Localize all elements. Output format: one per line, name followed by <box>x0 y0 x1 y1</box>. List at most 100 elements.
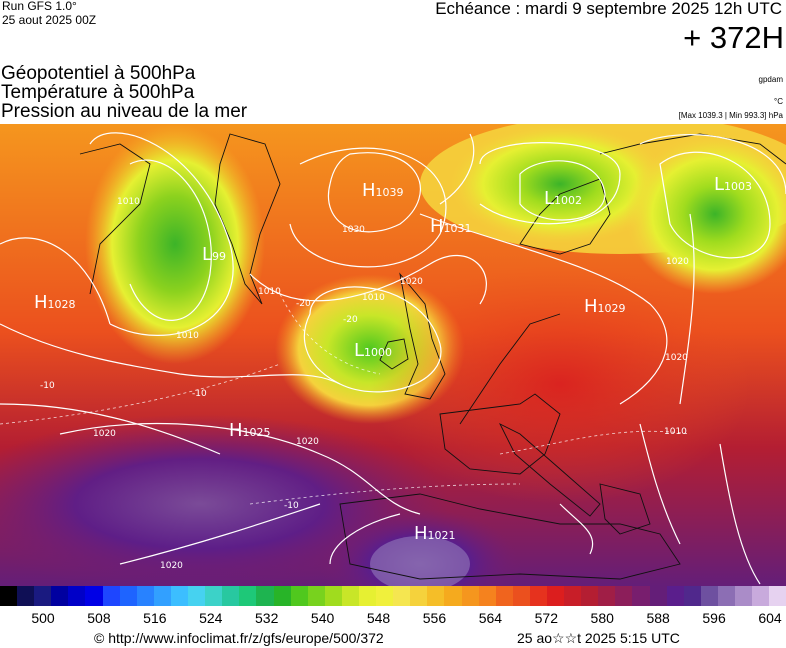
color-swatch <box>205 586 223 606</box>
color-swatch <box>717 586 736 606</box>
color-swatch <box>598 586 616 606</box>
pressure-range: [Max 1039.3 | Min 993.3] hPa <box>678 111 783 120</box>
system-value: 99 <box>212 250 226 263</box>
color-swatch <box>495 586 513 606</box>
title-temperature: Température à 500hPa <box>1 82 195 103</box>
color-swatch <box>632 586 650 606</box>
color-swatch <box>358 586 377 606</box>
color-swatch <box>307 586 325 606</box>
svg-text:L1000: L1000 <box>354 340 392 361</box>
color-swatch <box>427 586 445 606</box>
color-swatch <box>393 586 411 606</box>
contour-labels: 1010 1030 1020 1010 1010 1020 1020 1010 … <box>40 197 689 571</box>
contour-label: 1010 <box>664 427 687 437</box>
color-swatch <box>239 586 257 606</box>
system-letter: L <box>354 340 364 361</box>
pressure-systems: H1039 H1031 L1002 L1003 L99 H1028 H1029 … <box>34 174 752 544</box>
system-value: 1000 <box>364 346 392 359</box>
weather-map: H1039 H1031 L1002 L1003 L99 H1028 H1029 … <box>0 124 786 586</box>
system-letter: H <box>430 216 444 237</box>
color-swatch <box>700 586 718 606</box>
color-swatch <box>102 586 120 606</box>
color-swatch <box>615 586 633 606</box>
title-geopotential: Géopotentiel à 500hPa <box>1 63 196 84</box>
scale-tick-label: 516 <box>143 610 167 626</box>
generated-time: 25 ao☆☆t 2025 5:15 UTC <box>517 630 680 646</box>
color-swatch <box>649 586 667 606</box>
color-swatch <box>256 586 274 606</box>
scale-tick-label: 508 <box>87 610 111 626</box>
color-swatch <box>444 586 462 606</box>
scale-tick-label: 524 <box>199 610 223 626</box>
contour-label: 1020 <box>400 277 423 287</box>
color-swatch <box>51 586 69 606</box>
system-letter: L <box>544 188 554 209</box>
color-swatch <box>153 586 171 606</box>
run-label: Run GFS 1.0° <box>2 0 77 13</box>
contour-label: -20 <box>343 315 358 325</box>
contour-label: 1010 <box>258 287 281 297</box>
scale-tick-label: 532 <box>255 610 279 626</box>
contour-label: 1020 <box>296 437 319 447</box>
color-swatch <box>17 586 35 606</box>
contour-label: -10 <box>192 389 207 399</box>
system-value: 1002 <box>554 194 582 207</box>
color-scale-ticks: 500 508 516 524 532 540 548 556 564 572 580 588 596 6… <box>0 610 786 628</box>
color-swatch <box>547 586 565 606</box>
contour-label: 1020 <box>665 353 688 363</box>
system-letter: H <box>34 292 48 313</box>
unit-gpdam: gpdam <box>758 75 783 84</box>
color-swatch <box>461 586 479 606</box>
color-swatch <box>0 586 18 606</box>
scale-tick-label: 596 <box>702 610 726 626</box>
color-swatch <box>170 586 189 606</box>
echeance-label: Echéance : mardi 9 septembre 2025 12h UT… <box>435 0 782 18</box>
system-letter: H <box>362 180 376 201</box>
system-value: 1021 <box>428 529 456 542</box>
scale-tick-label: 540 <box>310 610 335 626</box>
scale-tick-label: 572 <box>534 610 558 626</box>
svg-text:L1002: L1002 <box>544 188 582 209</box>
contour-label: 1030 <box>342 225 365 235</box>
system-value: 1031 <box>444 222 472 235</box>
color-swatch <box>683 586 701 606</box>
color-swatch <box>85 586 103 606</box>
color-swatch <box>324 586 342 606</box>
color-swatch <box>34 586 52 606</box>
scale-tick-label: 556 <box>422 610 447 626</box>
system-letter: L <box>202 244 212 265</box>
color-swatch <box>136 586 154 606</box>
color-swatch <box>478 586 496 606</box>
isotherms <box>0 293 691 505</box>
system-value: 1028 <box>48 298 76 311</box>
color-swatch <box>188 586 206 606</box>
svg-text:H1031: H1031 <box>430 216 472 237</box>
svg-text:H1021: H1021 <box>414 523 456 544</box>
system-value: 1029 <box>598 302 626 315</box>
color-swatch <box>68 586 86 606</box>
contour-label: 1020 <box>160 561 183 571</box>
scale-tick-label: 580 <box>590 610 614 626</box>
system-letter: H <box>414 523 428 544</box>
color-swatch <box>735 586 753 606</box>
svg-text:H1025: H1025 <box>229 420 271 441</box>
contour-label: -10 <box>40 381 55 391</box>
svg-text:H1039: H1039 <box>362 180 404 201</box>
contour-label: -10 <box>284 501 299 511</box>
system-value: 1025 <box>243 426 271 439</box>
color-swatch <box>769 586 786 606</box>
run-date: 25 aout 2025 00Z <box>2 13 97 27</box>
title-pressure: Pression au niveau de la mer <box>1 101 248 122</box>
isobars <box>0 132 786 585</box>
scale-tick-label: 604 <box>758 610 782 626</box>
color-swatch <box>222 586 240 606</box>
system-value: 1039 <box>376 186 404 199</box>
contour-label: 1010 <box>117 197 140 207</box>
color-swatch <box>410 586 428 606</box>
scale-tick-label: 588 <box>646 610 670 626</box>
contour-label: -20 <box>296 299 311 309</box>
svg-text:L99: L99 <box>202 244 226 265</box>
svg-text:H1029: H1029 <box>584 296 626 317</box>
svg-text:L1003: L1003 <box>714 174 752 195</box>
credit-link[interactable]: © http://www.infoclimat.fr/z/gfs/europe/… <box>94 630 384 646</box>
